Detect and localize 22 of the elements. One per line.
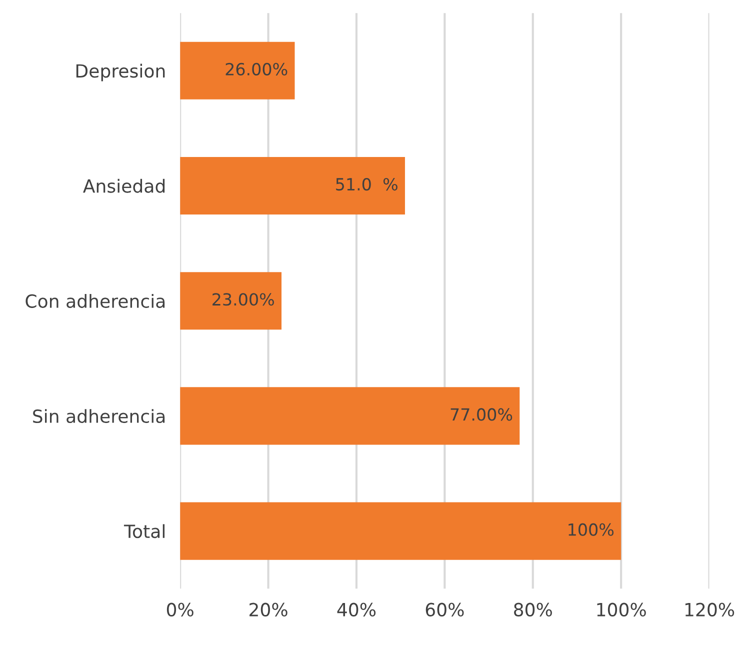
bar: [180, 272, 282, 330]
y-tick-label: Ansiedad: [83, 178, 165, 193]
y-tick-label: Sin adherencia: [33, 409, 165, 424]
data-label: 100%: [568, 523, 614, 536]
bar: [180, 502, 622, 560]
x-tick-label: 0%: [166, 602, 194, 616]
x-tick-label: 80%: [514, 602, 552, 616]
bar: [180, 387, 520, 445]
y-tick-label: Total: [124, 524, 164, 538]
x-tick-label: 120%: [685, 602, 734, 616]
x-tick-label: 40%: [337, 602, 376, 616]
data-label: 51.0 %: [336, 178, 398, 191]
x-tick-label: 100%: [597, 602, 646, 616]
x-tick-label: 60%: [426, 602, 464, 616]
y-tick-label: Depresion: [76, 64, 165, 82]
bar: [180, 42, 295, 100]
data-label: 26.00%: [226, 62, 288, 76]
y-tick-label: Con adherencia: [26, 294, 165, 308]
data-label: 77.00%: [450, 408, 512, 421]
bar: [180, 156, 405, 215]
data-label: 23.00%: [212, 293, 274, 306]
x-tick-label: 20%: [250, 602, 288, 616]
